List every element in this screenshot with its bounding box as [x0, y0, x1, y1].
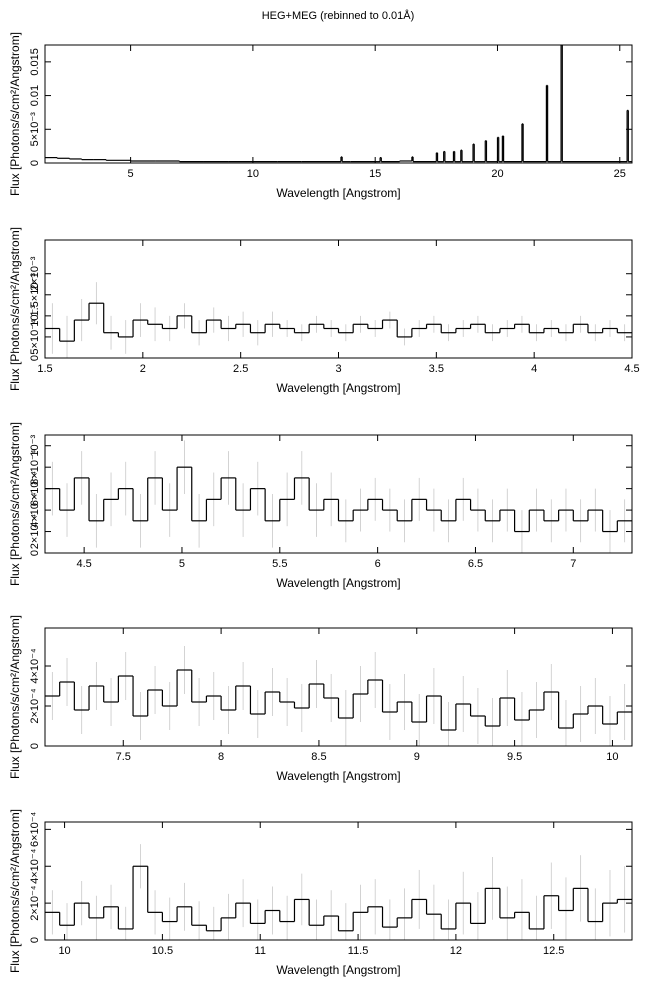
- y-tick-label: 6×10⁻⁴: [29, 471, 41, 507]
- x-tick-label: 11.5: [348, 945, 369, 957]
- y-tick-label: 2×10⁻⁴: [29, 514, 41, 550]
- x-tick-label: 5: [128, 168, 134, 180]
- x-tick-label: 4: [531, 363, 537, 375]
- y-tick-label: 0: [29, 743, 41, 749]
- x-axis-label: Wavelength [Angstrom]: [276, 186, 400, 200]
- x-tick-label: 4.5: [76, 558, 91, 570]
- y-tick-label: 4×10⁻⁴: [29, 492, 41, 528]
- y-axis-label: Flux [Photons/s/cm²/Angstrom]: [8, 809, 22, 973]
- plot-area: [45, 646, 632, 746]
- page-title: HEG+MEG (rebinned to 0.01Å): [262, 9, 415, 22]
- x-axis-label: Wavelength [Angstrom]: [276, 576, 400, 590]
- x-tick-label: 11: [255, 945, 266, 957]
- x-tick-label: 7.5: [116, 751, 131, 763]
- y-tick-label: 0: [29, 160, 41, 166]
- x-tick-label: 7: [570, 558, 576, 570]
- plot-frame: [44, 627, 633, 747]
- y-tick-label: 10⁻³: [29, 305, 41, 327]
- x-tick-label: 12.5: [543, 945, 564, 957]
- x-tick-label: 10: [247, 168, 259, 180]
- y-tick-label: 2×10⁻⁴: [29, 885, 41, 921]
- x-tick-label: 3.5: [429, 363, 444, 375]
- panel: 5 10 15 20 25 0 5×10⁻³ 0.01 0.015 Wavelength [Ang…: [8, 32, 633, 200]
- y-tick-label: 4×10⁻⁴: [29, 848, 41, 884]
- y-axis-label: Flux [Photons/s/cm²/Angstrom]: [8, 422, 22, 586]
- x-tick-label: 10: [606, 751, 618, 763]
- x-tick-label: 12: [450, 945, 462, 957]
- x-tick-label: 25: [614, 168, 626, 180]
- y-tick-label: 0.015: [29, 48, 41, 76]
- plot-area: [45, 844, 632, 940]
- y-tick-label: 1.5×10⁻³: [29, 273, 41, 317]
- x-tick-label: 3: [335, 363, 341, 375]
- panel: 1.5 2 2.5 3 3.5 4 4.5 05×10⁻⁴10⁻³1.5×10⁻³2×10⁻³…: [8, 227, 640, 395]
- y-tick-label: 5×10⁻⁴: [29, 319, 41, 355]
- x-tick-label: 9: [414, 751, 420, 763]
- x-tick-label: 10: [58, 945, 70, 957]
- y-tick-label: 8×10⁻⁴: [29, 449, 41, 485]
- y-tick-label: 0: [29, 937, 41, 943]
- panel: 10 10.5 11 11.5 12 12.5 0 2×10⁻⁴4×10⁻⁴6×10⁻⁴ Wav…: [8, 809, 633, 977]
- plot-area: [45, 440, 632, 553]
- panel: 7.5 8 8.5 9 9.5 10 0 2×10⁻⁴ 4×10⁻⁴ Wavelength [An…: [8, 615, 633, 783]
- y-axis-label: Flux [Photons/s/cm²/Angstrom]: [8, 227, 22, 391]
- plot-area: [45, 45, 632, 163]
- plot-frame: [44, 821, 633, 941]
- x-axis-label: Wavelength [Angstrom]: [276, 963, 400, 977]
- x-tick-label: 6.5: [468, 558, 483, 570]
- y-tick-label: 5×10⁻³: [29, 112, 41, 147]
- x-tick-label: 5.5: [272, 558, 287, 570]
- y-tick-label: 6×10⁻⁴: [29, 811, 41, 847]
- y-tick-label: 0: [29, 550, 41, 556]
- plot-frame: [44, 434, 633, 554]
- x-tick-label: 1.5: [37, 363, 52, 375]
- x-tick-label: 2.5: [233, 363, 248, 375]
- plot-area: [45, 282, 632, 358]
- x-axis-label: Wavelength [Angstrom]: [276, 381, 400, 395]
- plot-frame: [44, 239, 633, 359]
- y-axis-label: Flux [Photons/s/cm²/Angstrom]: [8, 615, 22, 779]
- y-tick-label: 4×10⁻⁴: [29, 648, 41, 684]
- x-tick-label: 5: [179, 558, 185, 570]
- x-tick-label: 10.5: [152, 945, 173, 957]
- y-tick-label: 0: [29, 355, 41, 361]
- y-tick-label: 10⁻³: [29, 435, 41, 457]
- x-tick-label: 2: [140, 363, 146, 375]
- x-tick-label: 4.5: [624, 363, 639, 375]
- x-tick-label: 15: [369, 168, 381, 180]
- x-tick-label: 9.5: [507, 751, 522, 763]
- plot-frame: [44, 44, 633, 164]
- y-tick-label: 2×10⁻³: [29, 256, 41, 291]
- x-tick-label: 6: [375, 558, 381, 570]
- y-tick-label: 2×10⁻⁴: [29, 688, 41, 724]
- panel: 4.5 5 5.5 6 6.5 7 02×10⁻⁴4×10⁻⁴6×10⁻⁴8×10⁻⁴10⁻…: [8, 422, 633, 590]
- x-tick-label: 20: [491, 168, 503, 180]
- x-axis-label: Wavelength [Angstrom]: [276, 769, 400, 783]
- y-axis-label: Flux [Photons/s/cm²/Angstrom]: [8, 32, 22, 196]
- x-tick-label: 8.5: [311, 751, 326, 763]
- y-tick-label: 0.01: [29, 85, 41, 106]
- x-tick-label: 8: [218, 751, 224, 763]
